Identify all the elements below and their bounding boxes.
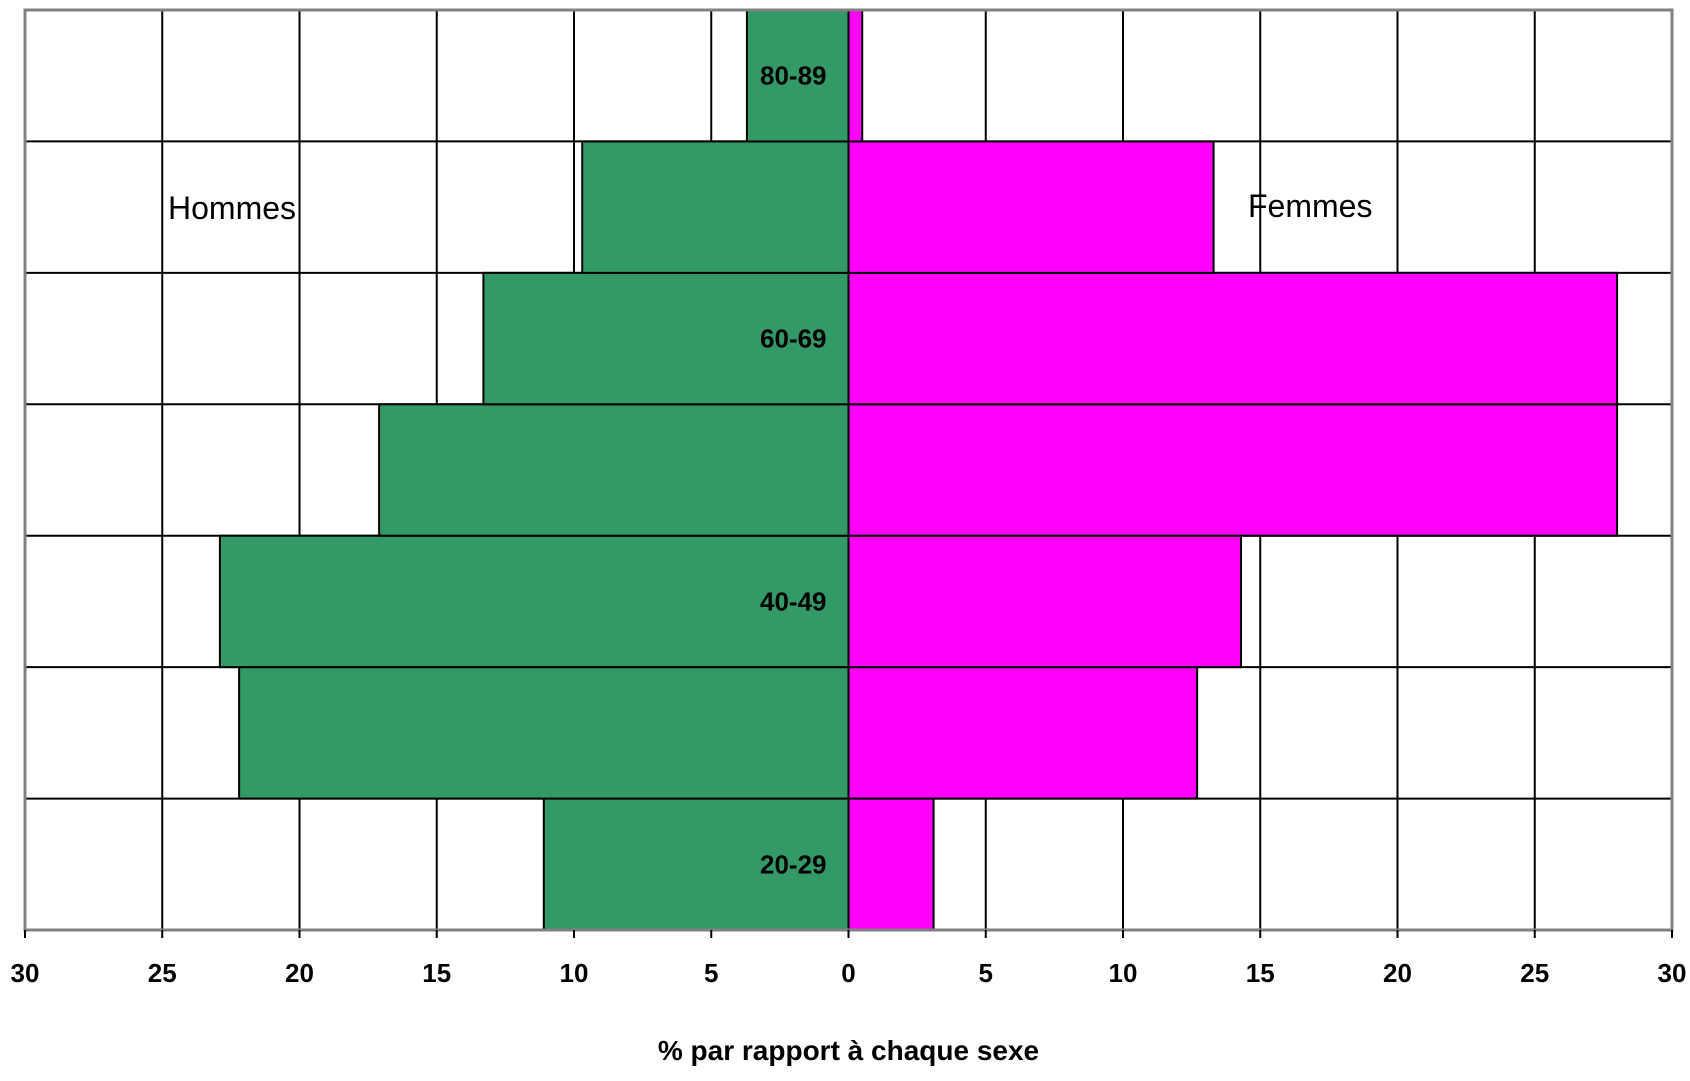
category-label-40-49: 40-49 [760,586,827,616]
bar-femmes-60-69 [847,271,1619,406]
category-label-20-29: 20-29 [760,849,827,879]
x-tick-label: 30 [1658,958,1687,988]
x-axis-ticks: 30 25 20 15 10 5 0 5 10 15 20 25 30 [11,930,1687,988]
category-label-60-69: 60-69 [760,324,827,354]
x-tick-label: 10 [1109,958,1138,988]
series-label-hommes: Hommes [168,190,296,226]
x-tick-label: 25 [1520,958,1549,988]
bar-femmes-30-39 [847,666,1199,800]
x-tick-label: 5 [979,958,993,988]
x-tick-label: 30 [11,958,40,988]
x-tick-label: 20 [1383,958,1412,988]
bar-hommes-80-89 [745,9,850,143]
bar-femmes-20-29 [847,797,935,931]
x-tick-label: 15 [422,958,451,988]
bar-femmes-70-79 [847,140,1215,274]
category-labels: 20-29 40-49 60-69 80-89 [760,61,827,880]
bar-femmes-80-89 [847,9,864,143]
x-tick-label: 15 [1246,958,1275,988]
x-tick-label: 25 [148,958,177,988]
category-label-80-89: 80-89 [760,61,827,91]
x-axis-title: % par rapport à chaque sexe [658,1035,1039,1066]
bar-hommes-60-69 [482,271,850,406]
bar-hommes-40-49 [218,534,850,669]
x-tick-label: 10 [560,958,589,988]
bar-hommes-70-79 [581,140,850,274]
x-tick-label: 5 [704,958,718,988]
bar-hommes-50-59 [378,403,850,537]
x-tick-label: 20 [285,958,314,988]
bar-femmes-50-59 [847,403,1619,537]
bar-femmes-40-49 [847,534,1243,669]
bar-hommes-30-39 [238,666,850,800]
x-tick-label: 0 [841,958,855,988]
series-label-femmes: Femmes [1248,188,1372,224]
bars [218,9,1619,931]
